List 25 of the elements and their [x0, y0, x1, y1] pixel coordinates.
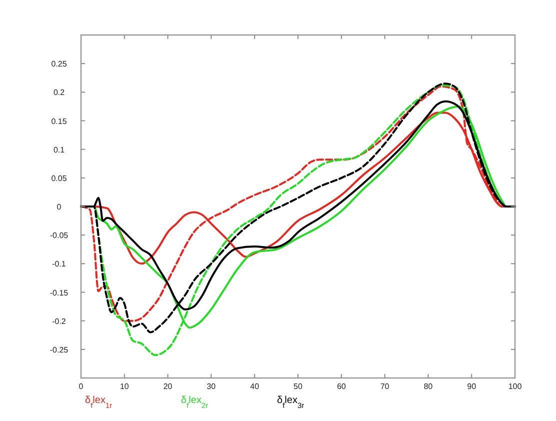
- y-tick-label: -0.15: [50, 288, 69, 298]
- x-tick-label: 70: [380, 382, 390, 391]
- y-tick-label: 0.15: [51, 116, 68, 126]
- y-tick-label: -0.25: [50, 345, 69, 354]
- y-tick-label: -0.2: [52, 316, 66, 326]
- x-tick-label: 0: [78, 382, 84, 391]
- y-tick-label: 0.2: [53, 88, 66, 98]
- x-tick-label: 40: [250, 382, 260, 391]
- x-tick-label: 60: [336, 382, 346, 391]
- x-tick-label: 30: [206, 382, 216, 391]
- text: δ$_{f}$lex$_{3r}$: [277, 395, 305, 410]
- x-tick-label: 100: [508, 382, 522, 391]
- y-tick-label: 0.25: [51, 60, 68, 69]
- x-tick-label: 20: [163, 382, 173, 391]
- y-tick-label: -0.1: [52, 260, 66, 269]
- x-tick-label: 80: [424, 382, 434, 391]
- y-tick-label: 0.1: [53, 145, 66, 154]
- x-tick-label: 90: [467, 382, 477, 391]
- text: δ$_{f}$lex$_{2r}$: [181, 395, 209, 410]
- x-tick-label: 10: [120, 382, 130, 391]
- y-tick-label: 0: [56, 202, 62, 212]
- text: δ$_{f}$lex$_{1r}$: [85, 395, 113, 410]
- x-tick-label: 50: [294, 382, 303, 391]
- y-tick-label: -0.05: [50, 231, 69, 240]
- y-tick-label: 0.05: [51, 174, 68, 183]
